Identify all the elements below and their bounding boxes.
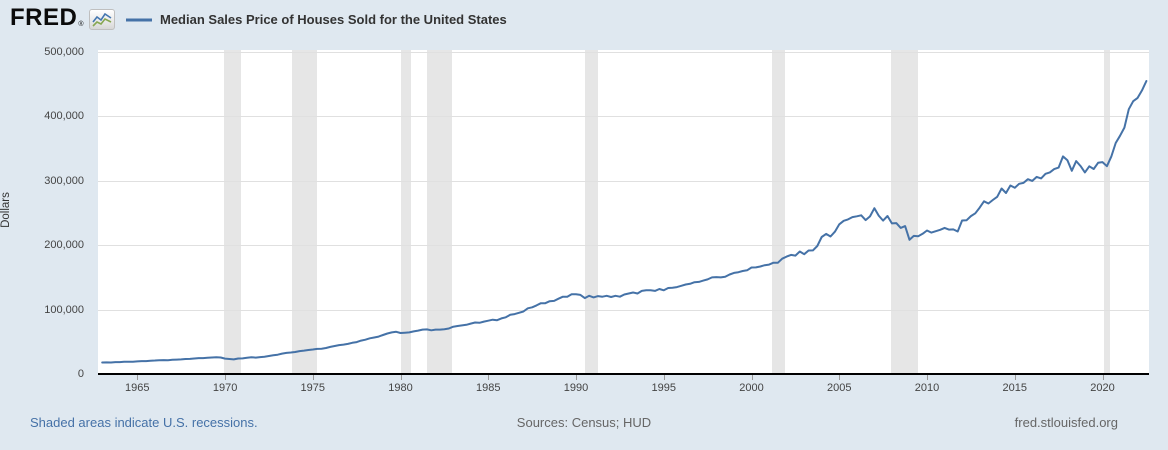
x-tick-label: 2020 — [1090, 382, 1115, 394]
legend: Median Sales Price of Houses Sold for th… — [126, 12, 507, 27]
median-sales-price-line — [101, 80, 1148, 364]
line-chart-icon — [88, 9, 115, 30]
y-axis-title: Dollars — [0, 192, 12, 228]
x-tick-mark — [400, 375, 402, 380]
recession-band — [292, 50, 318, 373]
recession-band — [426, 50, 452, 373]
x-tick-mark — [1102, 375, 1104, 380]
x-tick-label: 1965 — [125, 382, 150, 394]
y-tick-label: 400,000 — [44, 110, 84, 123]
y-tick-label: 0 — [77, 368, 84, 380]
recession-band — [772, 50, 786, 373]
gridlines-layer — [98, 50, 1149, 373]
fred-logo-text: FRED — [10, 4, 78, 31]
recession-band — [1104, 50, 1110, 373]
y-tick-label: 100,000 — [44, 303, 84, 316]
x-tick-label: 2000 — [739, 382, 764, 394]
fred-logo-link[interactable]: FRED ® — [10, 6, 115, 30]
x-tick-mark — [751, 375, 753, 380]
fred-site-link[interactable]: fred.stlouisfed.org — [1014, 415, 1118, 430]
x-tick-label: 1970 — [212, 382, 238, 394]
gridline — [98, 52, 1149, 53]
x-tick-mark — [576, 375, 577, 380]
gridline — [98, 245, 1149, 247]
gridline — [98, 309, 1149, 311]
x-tick-label: 1980 — [388, 382, 413, 394]
x-tick-mark — [927, 375, 928, 380]
recession-note-link[interactable]: Shaded areas indicate U.S. recessions. — [30, 415, 258, 430]
legend-series-label: Median Sales Price of Houses Sold for th… — [160, 12, 507, 27]
x-tick-label: 1995 — [651, 382, 677, 394]
x-tick-label: 1985 — [476, 382, 501, 394]
x-tick-mark — [225, 375, 227, 380]
x-tick-mark — [839, 375, 841, 380]
recession-band — [400, 50, 411, 373]
recession-band — [584, 50, 598, 373]
y-tick-label: 300,000 — [44, 174, 84, 187]
y-tick-label: 500,000 — [44, 46, 84, 58]
recession-bands-layer — [98, 50, 1149, 373]
x-tick-mark — [1014, 375, 1016, 380]
legend-line-swatch — [126, 18, 152, 21]
chart-footer: Shaded areas indicate U.S. recessions. S… — [0, 415, 1168, 435]
x-tick-label: 2005 — [827, 382, 852, 394]
plot-area[interactable] — [98, 50, 1149, 375]
y-tick-label: 200,000 — [44, 239, 84, 252]
gridline — [98, 180, 1149, 182]
x-tick-label: 2010 — [914, 382, 940, 394]
data-line-layer — [101, 80, 1148, 364]
gridline — [98, 116, 1149, 118]
recession-band — [223, 50, 242, 373]
x-tick-mark — [137, 375, 139, 380]
x-tick-label: 2015 — [1002, 382, 1028, 394]
x-tick-mark — [488, 375, 490, 380]
x-tick-label: 1975 — [300, 382, 326, 394]
chart-header: FRED ® Median Sales Price of Houses Sold… — [0, 0, 1168, 42]
x-tick-mark — [312, 375, 314, 380]
recession-band — [890, 50, 919, 373]
registered-trademark-mark: ® — [78, 21, 84, 28]
x-tick-label: 1990 — [563, 382, 589, 394]
sources-text: Sources: Census; HUD — [516, 415, 652, 430]
x-tick-mark — [663, 375, 665, 380]
